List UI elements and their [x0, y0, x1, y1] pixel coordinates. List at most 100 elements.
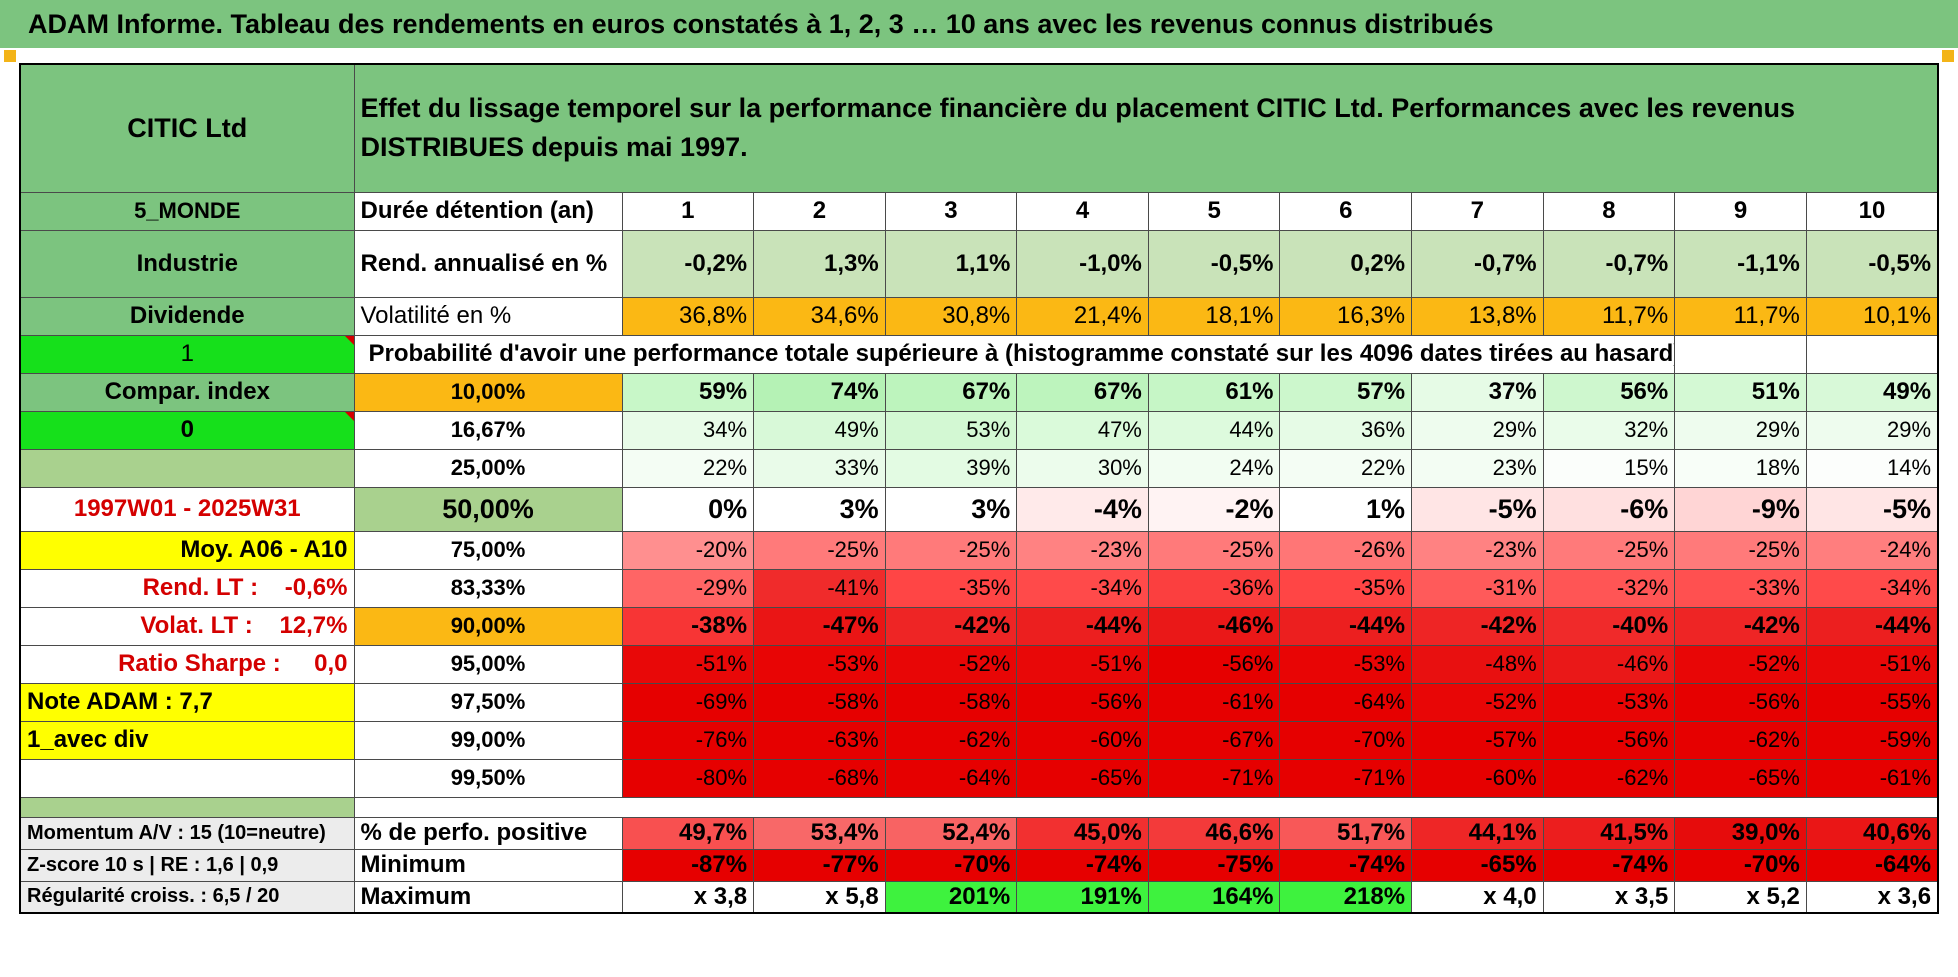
probability-value: -62%: [1674, 720, 1807, 760]
probability-value: -56%: [1674, 682, 1807, 722]
probability-value: 29%: [1674, 410, 1807, 450]
adam-note: Note ADAM : 7,7: [19, 682, 355, 722]
probability-value: -52%: [1411, 682, 1544, 722]
probability-value: -23%: [1016, 530, 1149, 570]
year-header: 10: [1805, 191, 1939, 231]
probability-value: 34%: [621, 410, 755, 450]
year-header: 5: [1147, 191, 1281, 231]
year-header: 4: [1016, 191, 1149, 231]
sharpe-ratio: Ratio Sharpe : 0,0: [19, 644, 355, 684]
probability-value: -51%: [1016, 644, 1149, 684]
probability-value: 3%: [884, 486, 1018, 532]
regularite-label: Régularité croiss. : 6,5 / 20: [19, 880, 355, 914]
probability-value: -33%: [1674, 568, 1807, 608]
description: Effet du lissage temporel sur la perform…: [353, 63, 1939, 193]
probability-value: 57%: [1279, 372, 1413, 412]
summary-value: -74%: [1016, 848, 1149, 882]
probability-value: 44%: [1147, 410, 1281, 450]
empty-cell: [1674, 334, 1807, 374]
probability-value: 67%: [1016, 372, 1149, 412]
summary-value: 218%: [1279, 880, 1413, 914]
vol-value: 10,1%: [1805, 296, 1939, 336]
probability-value: -38%: [621, 606, 755, 646]
summary-value: x 4,0: [1411, 880, 1544, 914]
probability-value: -48%: [1411, 644, 1544, 684]
probability-value: -46%: [1147, 606, 1281, 646]
probability-value: -62%: [884, 720, 1018, 760]
probability-value: -34%: [1016, 568, 1149, 608]
probability-value: -52%: [1674, 644, 1807, 684]
probability-value: 33%: [753, 448, 886, 488]
summary-value: -75%: [1147, 848, 1281, 882]
probability-value: -65%: [1674, 758, 1807, 798]
probability-value: -31%: [1411, 568, 1544, 608]
probability-value: 59%: [621, 372, 755, 412]
volat-lt: Volat. LT : 12,7%: [19, 606, 355, 646]
summary-value: x 3,6: [1805, 880, 1939, 914]
probability-value: -60%: [1016, 720, 1149, 760]
empty-cell: [19, 796, 355, 818]
rend-value: 1,1%: [884, 229, 1018, 298]
empty-cell: [19, 448, 355, 488]
probability-value: -32%: [1542, 568, 1676, 608]
probability-value: -51%: [1805, 644, 1939, 684]
probability-value: -35%: [884, 568, 1018, 608]
probability-value: -29%: [621, 568, 755, 608]
probability-value: -34%: [1805, 568, 1939, 608]
probability-value: 61%: [1147, 372, 1281, 412]
probability-value: -56%: [1542, 720, 1676, 760]
probability-value: 49%: [1805, 372, 1939, 412]
max-label: Maximum: [353, 880, 623, 914]
vol-value: 34,6%: [753, 296, 886, 336]
summary-value: -77%: [753, 848, 886, 882]
rend-value: 1,3%: [753, 229, 886, 298]
summary-value: -70%: [1674, 848, 1807, 882]
probability-value: 30%: [1016, 448, 1149, 488]
summary-value: x 5,2: [1674, 880, 1807, 914]
probability-value: -24%: [1805, 530, 1939, 570]
probability-value: 3%: [753, 486, 886, 532]
year-header: 7: [1411, 191, 1544, 231]
quantile-label: 83,33%: [353, 568, 623, 608]
probability-value: -71%: [1147, 758, 1281, 798]
summary-value: 52,4%: [884, 816, 1018, 850]
probability-value: -61%: [1147, 682, 1281, 722]
probability-value: -26%: [1279, 530, 1413, 570]
summary-value: -70%: [884, 848, 1018, 882]
period-label: 1997W01 - 2025W31: [19, 486, 355, 532]
probability-value: -41%: [753, 568, 886, 608]
probability-value: -53%: [1542, 682, 1676, 722]
probability-value: -42%: [1674, 606, 1807, 646]
probability-value: 14%: [1805, 448, 1939, 488]
zscore-label: Z-score 10 s | RE : 1,6 | 0,9: [19, 848, 355, 882]
summary-value: -74%: [1279, 848, 1413, 882]
probability-value: 56%: [1542, 372, 1676, 412]
probability-value: -35%: [1279, 568, 1413, 608]
year-header: 6: [1279, 191, 1413, 231]
probability-value: -68%: [753, 758, 886, 798]
quantile-label: 90,00%: [353, 606, 623, 646]
year-header: 1: [621, 191, 755, 231]
probability-value: -67%: [1147, 720, 1281, 760]
year-header: 9: [1674, 191, 1807, 231]
summary-value: 51,7%: [1279, 816, 1413, 850]
probability-value: 53%: [884, 410, 1018, 450]
quantile-label: 10,00%: [353, 372, 623, 412]
quantile-label: 99,50%: [353, 758, 623, 798]
probability-value: 29%: [1411, 410, 1544, 450]
vol-value: 18,1%: [1147, 296, 1281, 336]
probability-value: -56%: [1016, 682, 1149, 722]
probability-value: 32%: [1542, 410, 1676, 450]
rend-label: Rend. annualisé en %: [353, 229, 623, 298]
probability-value: 49%: [753, 410, 886, 450]
probability-value: -2%: [1147, 486, 1281, 532]
probability-value: -60%: [1411, 758, 1544, 798]
probability-value: -56%: [1147, 644, 1281, 684]
probability-value: -64%: [884, 758, 1018, 798]
summary-value: 53,4%: [753, 816, 886, 850]
rend-value: 0,2%: [1279, 229, 1413, 298]
probability-value: -25%: [1147, 530, 1281, 570]
region-label: 5_MONDE: [19, 191, 355, 231]
summary-value: 49,7%: [621, 816, 755, 850]
probability-value: -44%: [1805, 606, 1939, 646]
